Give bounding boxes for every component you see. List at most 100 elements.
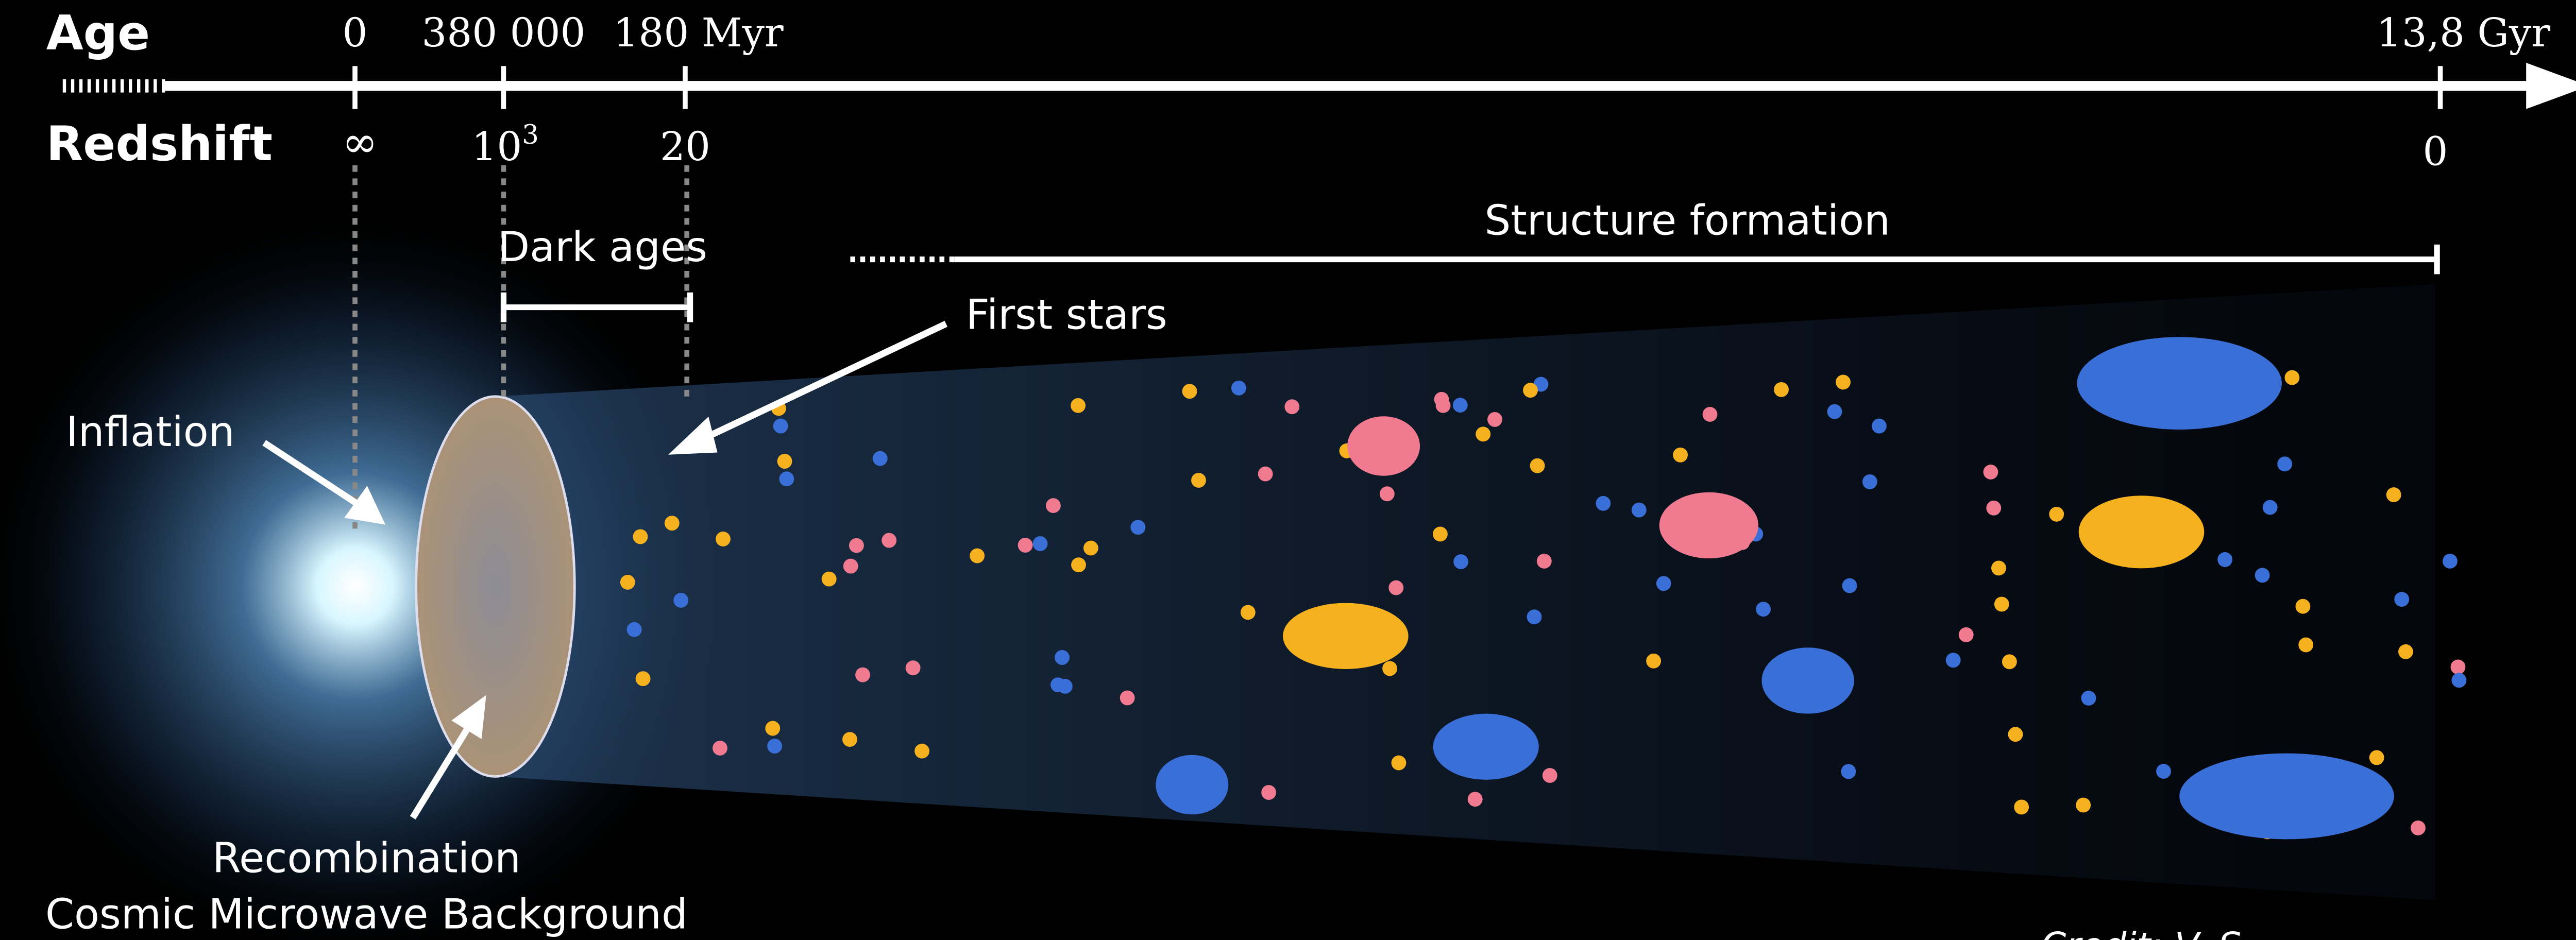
star: [765, 721, 781, 736]
star: [1756, 602, 1771, 617]
star: [1391, 755, 1406, 771]
star: [1182, 384, 1197, 399]
star: [1994, 596, 2009, 612]
star: [1945, 653, 1961, 668]
star: [1527, 609, 1542, 625]
age-tick-label: 380 000: [421, 10, 585, 56]
star: [1872, 418, 1887, 434]
star: [2008, 727, 2023, 742]
star: [882, 533, 897, 548]
star: [1983, 464, 1998, 480]
star: [2156, 764, 2171, 779]
star: [1018, 538, 1033, 553]
galaxy-cluster: [2078, 495, 2205, 569]
galaxy-cluster: [1283, 603, 1409, 669]
star: [716, 531, 731, 546]
star: [1958, 627, 1974, 642]
age-tick-label: 13,8 Gyr: [2377, 10, 2551, 56]
star: [1536, 554, 1552, 569]
star: [2443, 554, 2458, 569]
star: [2451, 673, 2467, 688]
star: [1453, 554, 1469, 569]
star: [1055, 650, 1070, 665]
star: [664, 516, 680, 531]
inflation-label: Inflation: [66, 408, 234, 456]
star: [2076, 797, 2091, 813]
star: [779, 471, 794, 487]
star: [1083, 540, 1098, 556]
star: [1240, 605, 1256, 620]
arrowhead: [344, 486, 386, 525]
star: [673, 593, 689, 608]
star: [1433, 526, 1448, 542]
age-tick-label: 0: [343, 10, 368, 56]
galaxy-cluster: [2179, 753, 2394, 840]
star: [1774, 382, 1789, 397]
star: [914, 743, 930, 759]
star: [1191, 473, 1206, 488]
galaxies: [620, 337, 2467, 840]
star: [1071, 557, 1086, 573]
star: [1487, 412, 1502, 427]
star: [1646, 653, 1662, 669]
galaxy-cluster: [2077, 337, 2282, 430]
star: [2255, 568, 2270, 583]
star: [1827, 404, 1842, 419]
star: [777, 454, 792, 469]
star: [1284, 399, 1300, 415]
star: [1673, 447, 1688, 463]
pointers: [262, 320, 948, 820]
star: [1656, 576, 1671, 591]
galaxy-cluster: [1156, 755, 1229, 815]
base: 10: [471, 124, 522, 170]
first-stars-label: First stars: [966, 290, 1167, 338]
star: [633, 529, 648, 544]
star: [1596, 495, 1611, 511]
star: [626, 622, 642, 637]
star: [1836, 374, 1851, 390]
brackets: [500, 244, 2440, 322]
star: [1231, 380, 1246, 396]
star: [2284, 370, 2300, 385]
redshift-label: Redshift: [46, 116, 273, 172]
age-label: Age: [46, 5, 150, 61]
structure-label: Structure formation: [1485, 196, 1890, 244]
star: [2386, 487, 2401, 503]
star: [1379, 486, 1395, 502]
star: [2369, 750, 2384, 765]
star: [1050, 677, 1065, 693]
star: [1542, 768, 1557, 783]
credit: Credit: V. S: [2041, 925, 2241, 940]
star: [970, 548, 985, 563]
star: [2277, 456, 2293, 472]
star: [1702, 406, 1718, 422]
star: [842, 732, 857, 747]
timeline-axis: [62, 66, 2535, 109]
star: [2398, 644, 2413, 659]
arrow-line: [410, 722, 473, 820]
axis-arrowhead: [2526, 62, 2576, 109]
star: [872, 451, 888, 466]
arrow-line: [262, 440, 362, 508]
star: [1530, 458, 1545, 473]
arrow-line: [700, 320, 948, 442]
star: [1991, 560, 2006, 576]
galaxy-cluster: [1347, 416, 1420, 476]
star: [1382, 661, 1397, 676]
star: [635, 671, 651, 687]
star: [1388, 580, 1404, 595]
star: [2295, 599, 2311, 614]
star: [2298, 637, 2314, 653]
cmb-label: Cosmic Microwave Background: [45, 891, 688, 938]
star: [767, 739, 783, 754]
star: [1434, 391, 1449, 407]
star: [1476, 426, 1491, 442]
redshift-tick-label: 0: [2422, 129, 2448, 175]
star: [620, 574, 635, 590]
star: [1071, 398, 1086, 413]
redshift-tick-label: ∞: [342, 117, 378, 167]
star: [2081, 690, 2096, 706]
star: [1130, 520, 1146, 535]
star: [1120, 690, 1135, 706]
